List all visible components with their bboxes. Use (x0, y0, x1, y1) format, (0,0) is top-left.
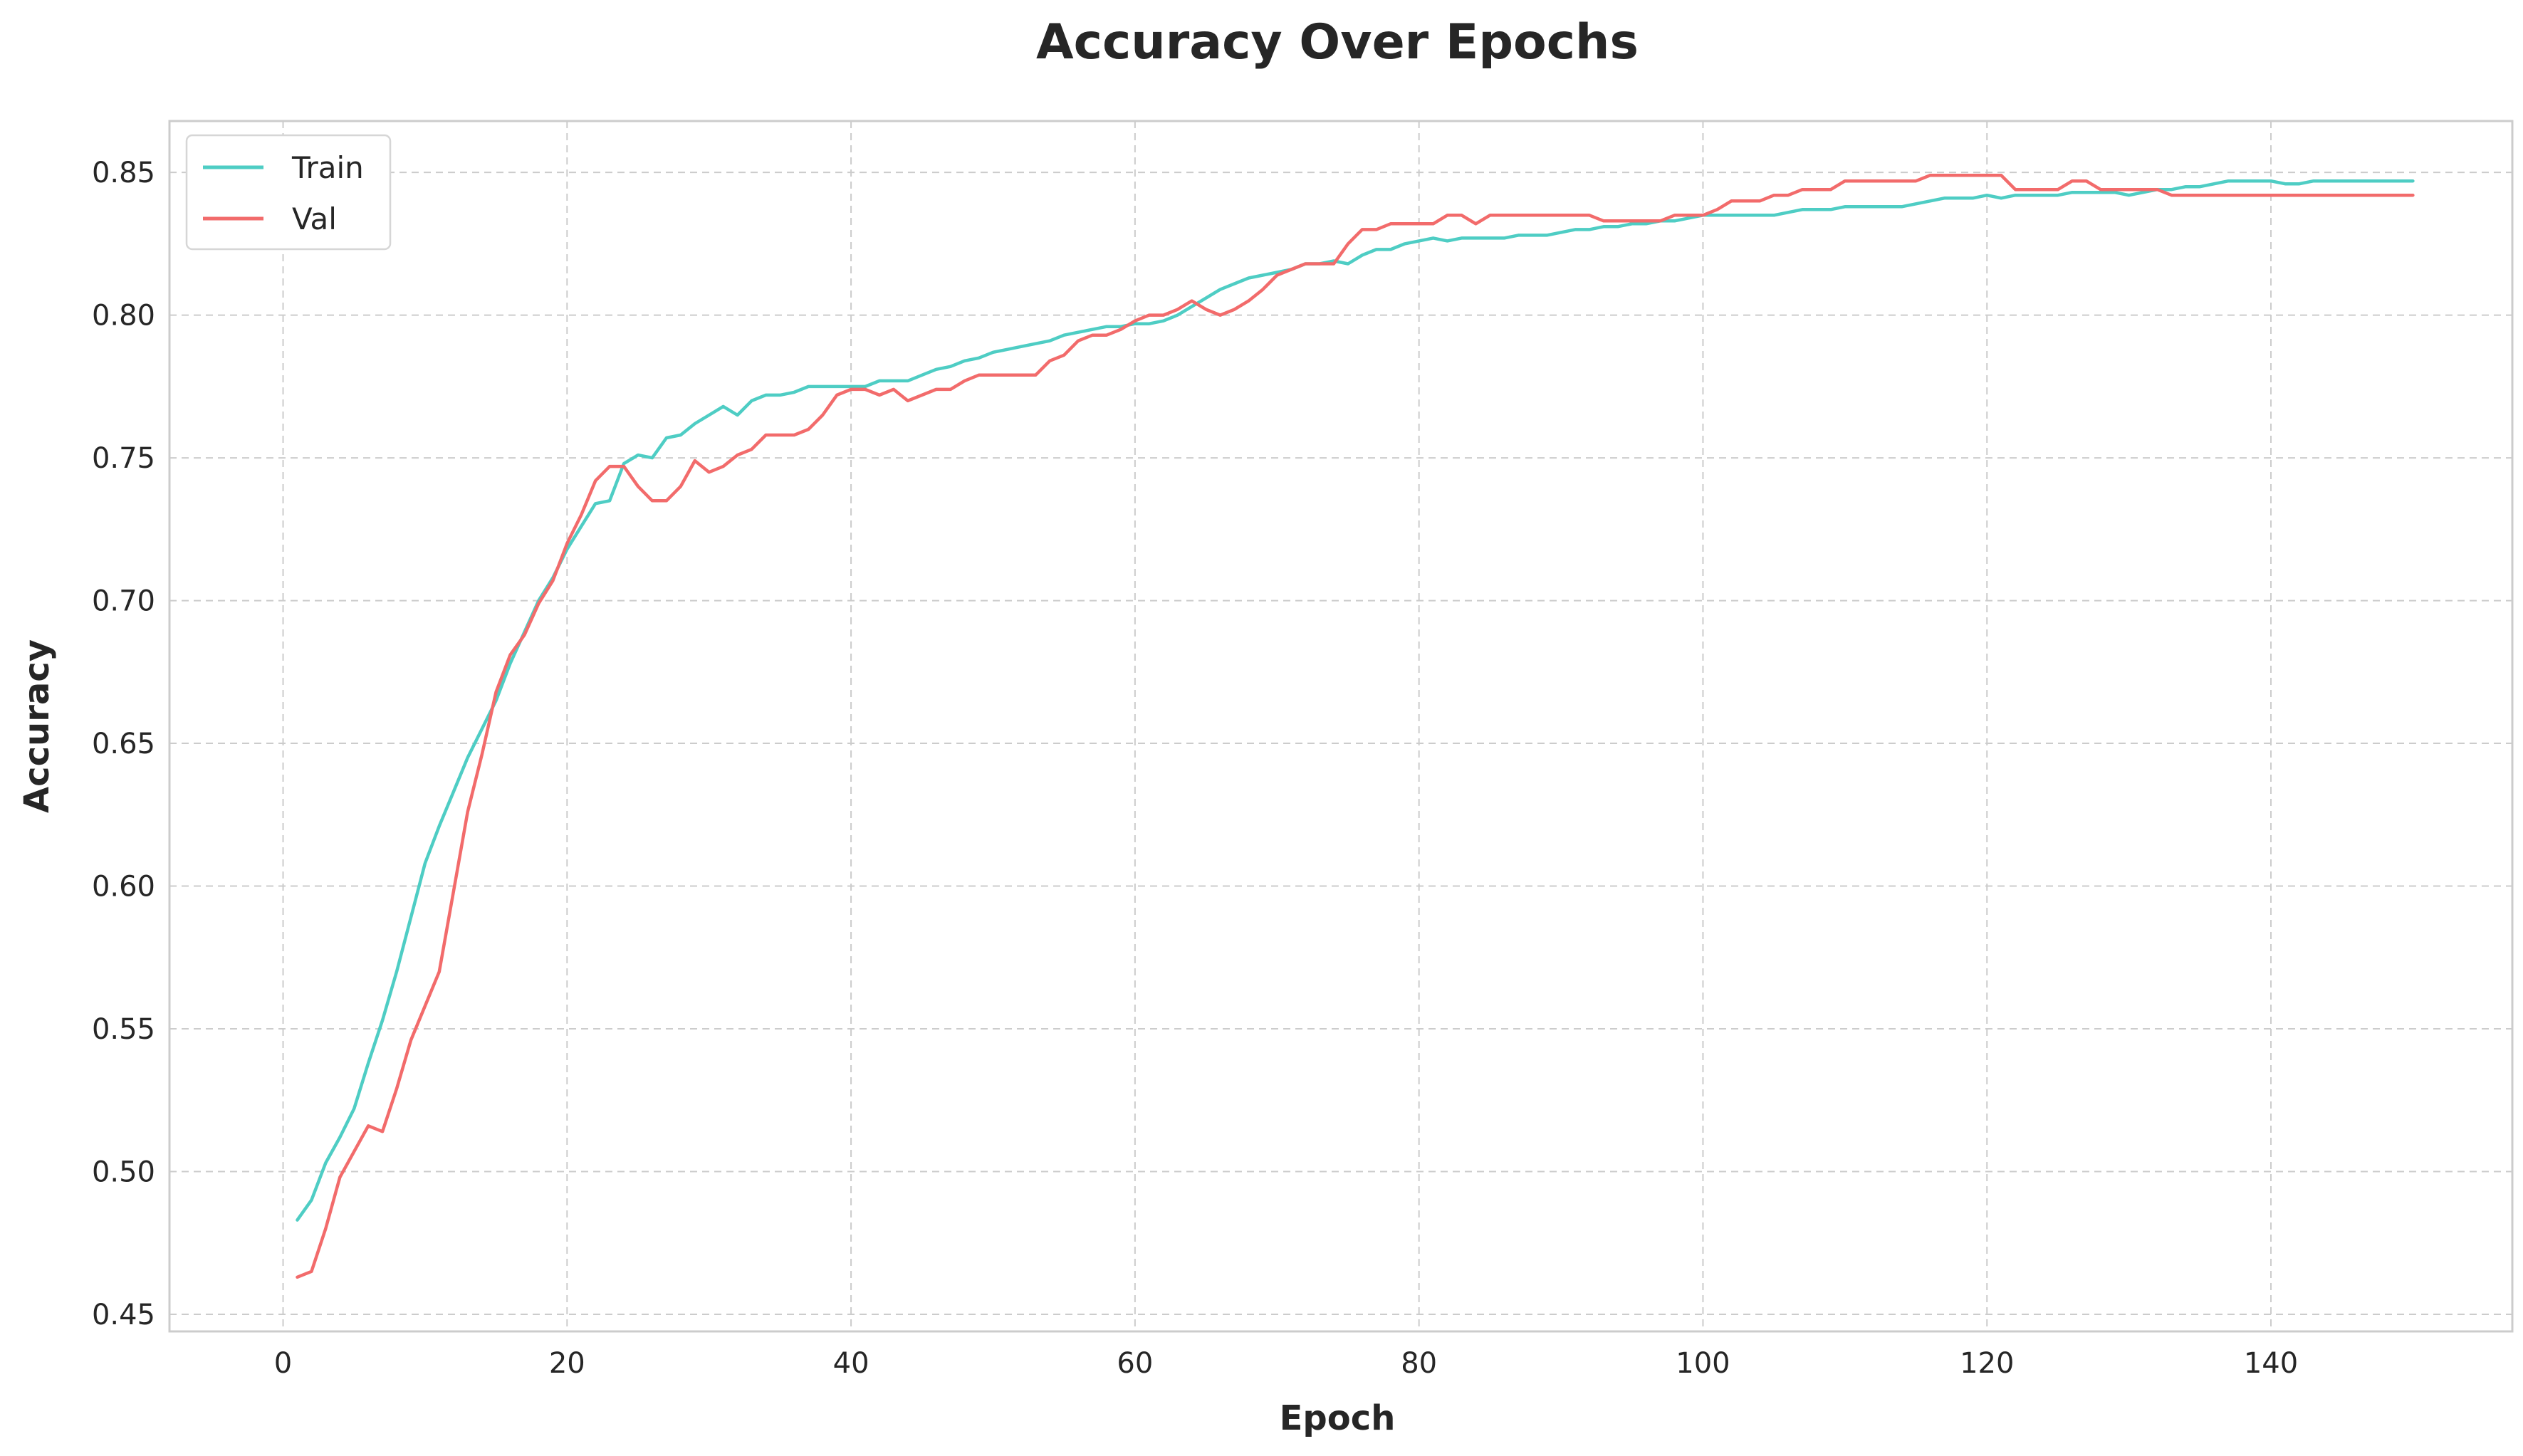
y-tick-label: 0.80 (92, 300, 155, 332)
x-tick-label: 40 (833, 1347, 869, 1380)
y-axis-label: Accuracy (17, 639, 57, 813)
legend-box (185, 134, 392, 251)
series-line-val (296, 173, 2415, 1279)
y-tick-label: 0.75 (92, 442, 155, 475)
y-tick-label: 0.50 (92, 1156, 155, 1188)
y-tick-label: 0.45 (92, 1299, 155, 1331)
legend-label-val: Val (292, 201, 337, 236)
x-tick-label: 20 (549, 1347, 585, 1380)
legend: Train Val (185, 134, 392, 251)
x-axis-ticks: 0 20 40 60 80 100 120 140 (274, 1347, 2298, 1380)
y-tick-label: 0.65 (92, 728, 155, 760)
x-tick-label: 80 (1401, 1347, 1437, 1380)
y-axis-ticks: 0.45 0.50 0.55 0.60 0.65 0.70 0.75 0.80 0.85 (92, 157, 155, 1331)
y-tick-label: 0.85 (92, 157, 155, 189)
plot-background (169, 121, 2512, 1331)
x-tick-label: 0 (274, 1347, 292, 1380)
x-tick-label: 60 (1117, 1347, 1153, 1380)
y-tick-label: 0.70 (92, 585, 155, 618)
chart-title: Accuracy Over Epochs (1036, 14, 1639, 70)
x-tick-label: 100 (1676, 1347, 1730, 1380)
x-axis-label: Epoch (1280, 1398, 1396, 1438)
y-tick-label: 0.60 (92, 871, 155, 904)
plot-frame (168, 120, 2514, 1333)
grid-lines (169, 121, 2512, 1331)
x-tick-label: 140 (2244, 1347, 2298, 1380)
series-lines (296, 173, 2415, 1279)
legend-label-train: Train (291, 150, 364, 185)
x-tick-label: 120 (1960, 1347, 2014, 1380)
y-tick-label: 0.55 (92, 1013, 155, 1046)
series-line-train (296, 179, 2415, 1222)
